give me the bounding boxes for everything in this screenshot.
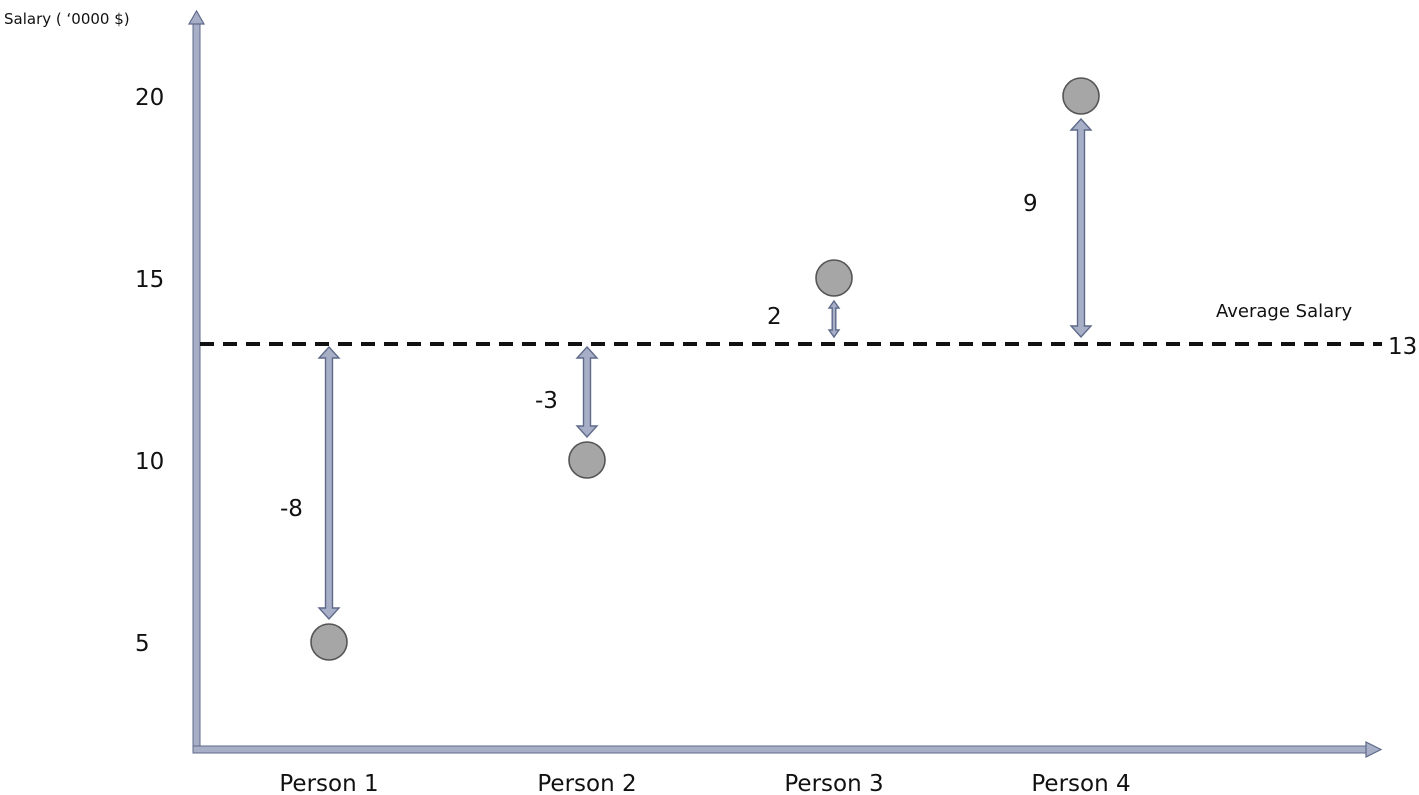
data-point (1062, 77, 1100, 115)
data-point (568, 441, 606, 479)
x-axis-line (192, 745, 1369, 754)
y-tick-label: 5 (135, 631, 150, 657)
axes (187, 9, 1383, 758)
deviation-labels: -8 -3 2 9 (280, 191, 1038, 522)
y-axis-arrowhead (187, 9, 206, 25)
deviation-label: -3 (535, 388, 558, 414)
x-category-label: Person 3 (784, 771, 883, 795)
deviation-arrow (827, 299, 841, 339)
x-category-labels: Person 1 Person 2 Person 3 Person 4 (279, 771, 1130, 795)
y-tick-label: 15 (135, 267, 164, 293)
deviation-arrow (1069, 117, 1093, 339)
deviation-label: 9 (1023, 191, 1038, 217)
y-axis-label: Salary ( ‘0000 $) (4, 10, 130, 28)
y-axis-line (192, 21, 201, 753)
deviation-arrow (317, 345, 341, 621)
deviation-arrows (317, 117, 1093, 621)
deviation-label: -8 (280, 496, 303, 522)
x-axis-arrowhead (1365, 741, 1383, 758)
x-category-label: Person 4 (1031, 771, 1130, 795)
average-value-label: 13 (1388, 334, 1417, 360)
y-tick-label: 10 (135, 449, 164, 475)
data-point (310, 623, 348, 661)
data-points (310, 77, 1100, 661)
y-tick-label: 20 (135, 85, 164, 111)
data-point (815, 259, 853, 297)
average-label: Average Salary (1216, 301, 1353, 322)
y-tick-labels: 5 10 15 20 (135, 85, 164, 657)
deviation-label: 2 (767, 304, 782, 330)
deviation-arrow (575, 345, 599, 439)
x-category-label: Person 1 (279, 771, 378, 795)
x-category-label: Person 2 (537, 771, 636, 795)
